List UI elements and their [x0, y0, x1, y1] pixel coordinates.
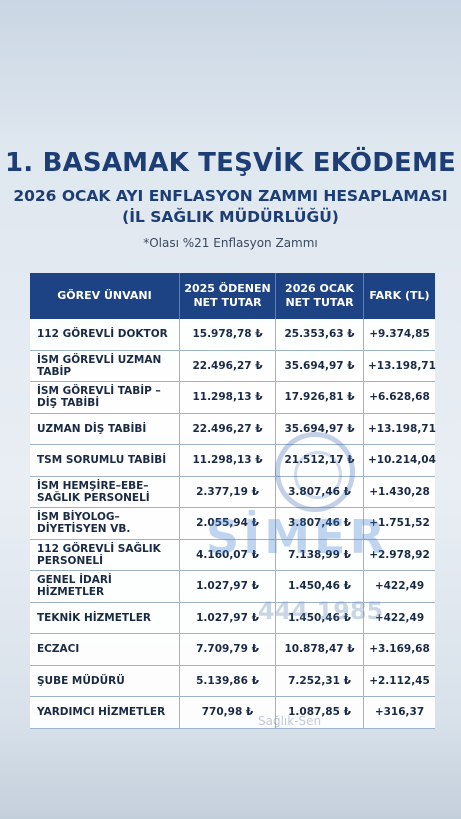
- column-header-2025-paid: 2025 ÖDENEN NET TUTAR: [180, 273, 276, 319]
- row-title-cell: YARDIMCI HİZMETLER: [30, 697, 180, 729]
- table-row: ŞUBE MÜDÜRÜ 5.139,86 ₺ 7.252,31 ₺ +2.112,45: [30, 665, 435, 697]
- row-2025-paid-cell: 15.978,78 ₺: [180, 319, 276, 351]
- row-difference-cell: +1.430,28: [364, 476, 435, 508]
- row-difference-cell: +422,49: [364, 571, 435, 603]
- table-row: TEKNİK HİZMETLER 1.027,97 ₺ 1.450,46 ₺ +422…: [30, 602, 435, 634]
- column-header-title: GÖREV ÜNVANI: [30, 273, 180, 319]
- row-difference-cell: +1.751,52: [364, 508, 435, 540]
- page-title: 1. BASAMAK TEŞVİK EKÖDEME: [4, 148, 457, 178]
- table-header-row: GÖREV ÜNVANI 2025 ÖDENEN NET TUTAR 2026 O…: [30, 273, 435, 319]
- table-row: İSM GÖREVLİ TABİP – DİŞ TABİBİ 11.298,13 …: [30, 382, 435, 414]
- row-2026-jan-cell: 17.926,81 ₺: [276, 382, 364, 414]
- table-row: 112 GÖREVLİ SAĞLIK PERSONELİ 4.160,07 ₺ 7.…: [30, 539, 435, 571]
- row-2026-jan-cell: 21.512,17 ₺: [276, 445, 364, 477]
- row-2025-paid-cell: 2.377,19 ₺: [180, 476, 276, 508]
- row-title-cell: 112 GÖREVLİ DOKTOR: [30, 319, 180, 351]
- row-title-cell: TSM SORUMLU TABİBİ: [30, 445, 180, 477]
- row-difference-cell: +9.374,85: [364, 319, 435, 351]
- row-2026-jan-cell: 1.450,46 ₺: [276, 571, 364, 603]
- row-title-cell: TEKNİK HİZMETLER: [30, 602, 180, 634]
- row-2025-paid-cell: 22.496,27 ₺: [180, 413, 276, 445]
- inflation-note: *Olası %21 Enflasyon Zammı: [143, 236, 318, 250]
- table-row: 112 GÖREVLİ DOKTOR 15.978,78 ₺ 25.353,63 ₺…: [30, 319, 435, 351]
- row-2025-paid-cell: 5.139,86 ₺: [180, 665, 276, 697]
- row-2025-paid-cell: 1.027,97 ₺: [180, 571, 276, 603]
- row-2026-jan-cell: 3.807,46 ₺: [276, 508, 364, 540]
- subtitle-line-1: 2026 OCAK AYI ENFLASYON ZAMMI HESAPLAMAS…: [13, 187, 448, 205]
- row-difference-cell: +316,37: [364, 697, 435, 729]
- row-title-cell: ŞUBE MÜDÜRÜ: [30, 665, 180, 697]
- row-2025-paid-cell: 11.298,13 ₺: [180, 382, 276, 414]
- row-2026-jan-cell: 7.252,31 ₺: [276, 665, 364, 697]
- row-title-cell: İSM HEMŞİRE–EBE–SAĞLIK PERSONELİ: [30, 476, 180, 508]
- table-row: İSM HEMŞİRE–EBE–SAĞLIK PERSONELİ 2.377,19…: [30, 476, 435, 508]
- row-difference-cell: +6.628,68: [364, 382, 435, 414]
- row-2026-jan-cell: 3.807,46 ₺: [276, 476, 364, 508]
- row-2025-paid-cell: 4.160,07 ₺: [180, 539, 276, 571]
- payment-table-container: GÖREV ÜNVANI 2025 ÖDENEN NET TUTAR 2026 O…: [30, 273, 436, 729]
- row-2025-paid-cell: 11.298,13 ₺: [180, 445, 276, 477]
- table-row: UZMAN DİŞ TABİBİ 22.496,27 ₺ 35.694,97 ₺ +1…: [30, 413, 436, 445]
- row-2026-jan-cell: 35.694,97 ₺: [276, 350, 364, 382]
- row-difference-cell: +13.198,71: [364, 413, 436, 445]
- row-2026-jan-cell: 1.450,46 ₺: [276, 602, 364, 634]
- row-2026-jan-cell: 7.138,99 ₺: [276, 539, 364, 571]
- row-2026-jan-cell: 10.878,47 ₺: [276, 634, 364, 666]
- row-difference-cell: +2.978,92: [364, 539, 435, 571]
- table-row: GENEL İDARİ HİZMETLER 1.027,97 ₺ 1.450,46 …: [30, 571, 435, 603]
- row-2025-paid-cell: 1.027,97 ₺: [180, 602, 276, 634]
- row-2025-paid-cell: 770,98 ₺: [180, 697, 276, 729]
- row-2025-paid-cell: 2.055,94 ₺: [180, 508, 276, 540]
- row-2026-jan-cell: 1.087,85 ₺: [276, 697, 364, 729]
- row-2025-paid-cell: 22.496,27 ₺: [180, 350, 276, 382]
- subtitle-line-2: (İL SAĞLIK MÜDÜRLÜĞÜ): [122, 208, 339, 226]
- payment-table: GÖREV ÜNVANI 2025 ÖDENEN NET TUTAR 2026 O…: [30, 273, 436, 729]
- table-row: ECZACI 7.709,79 ₺ 10.878,47 ₺ +3.169,68: [30, 634, 435, 666]
- row-difference-cell: +10.214,04: [364, 445, 436, 477]
- table-row: TSM SORUMLU TABİBİ 11.298,13 ₺ 21.512,17 ₺…: [30, 445, 436, 477]
- row-2025-paid-cell: 7.709,79 ₺: [180, 634, 276, 666]
- row-title-cell: GENEL İDARİ HİZMETLER: [30, 571, 180, 603]
- column-header-2026-jan: 2026 OCAK NET TUTAR: [276, 273, 364, 319]
- row-title-cell: ECZACI: [30, 634, 180, 666]
- row-title-cell: İSM GÖREVLİ UZMAN TABİP: [30, 350, 180, 382]
- row-2026-jan-cell: 25.353,63 ₺: [276, 319, 364, 351]
- row-title-cell: 112 GÖREVLİ SAĞLIK PERSONELİ: [30, 539, 180, 571]
- table-row: İSM GÖREVLİ UZMAN TABİP 22.496,27 ₺ 35.694…: [30, 350, 436, 382]
- table-row: İSM BİYOLOG–DİYETİSYEN VB. 2.055,94 ₺ 3.80…: [30, 508, 435, 540]
- row-title-cell: UZMAN DİŞ TABİBİ: [30, 413, 180, 445]
- column-header-difference: FARK (TL): [364, 273, 435, 319]
- table-row: YARDIMCI HİZMETLER 770,98 ₺ 1.087,85 ₺ +316…: [30, 697, 435, 729]
- row-difference-cell: +3.169,68: [364, 634, 435, 666]
- row-title-cell: İSM GÖREVLİ TABİP – DİŞ TABİBİ: [30, 382, 180, 414]
- row-difference-cell: +422,49: [364, 602, 435, 634]
- row-difference-cell: +13.198,71: [364, 350, 436, 382]
- row-2026-jan-cell: 35.694,97 ₺: [276, 413, 364, 445]
- row-title-cell: İSM BİYOLOG–DİYETİSYEN VB.: [30, 508, 180, 540]
- table-body: 112 GÖREVLİ DOKTOR 15.978,78 ₺ 25.353,63 ₺…: [30, 319, 436, 729]
- row-difference-cell: +2.112,45: [364, 665, 435, 697]
